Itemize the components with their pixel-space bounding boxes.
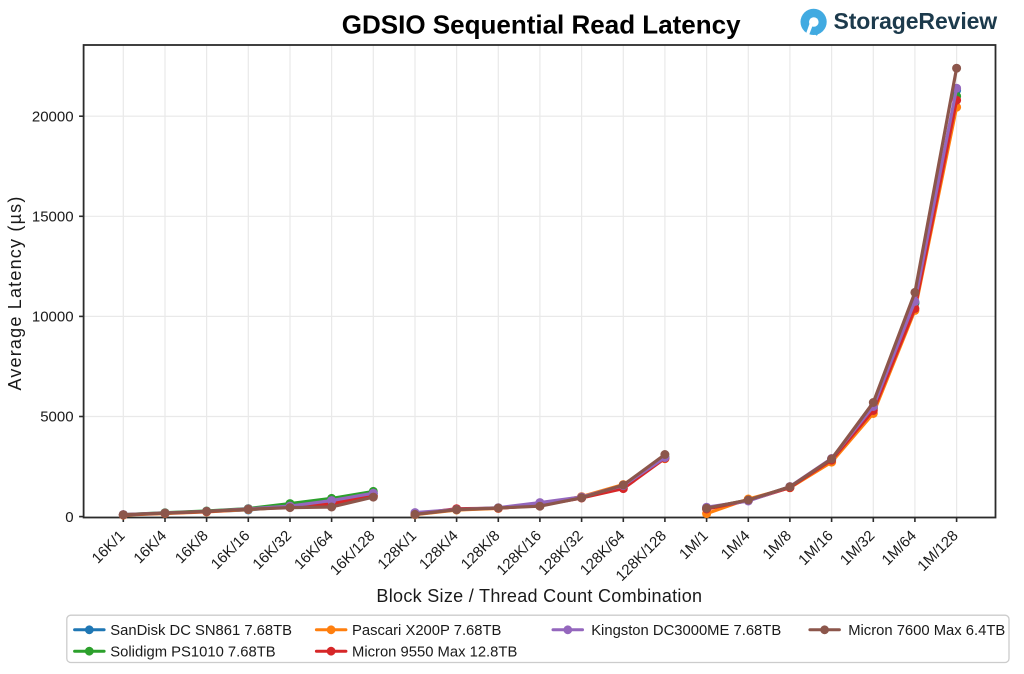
svg-text:Micron 7600 Max 6.4TB: Micron 7600 Max 6.4TB [848,623,1005,639]
svg-text:Pascari X200P 7.68TB: Pascari X200P 7.68TB [352,623,502,639]
svg-text:StorageReview: StorageReview [834,8,998,34]
svg-text:15000: 15000 [32,209,74,226]
svg-text:Micron 9550 Max 12.8TB: Micron 9550 Max 12.8TB [352,644,517,660]
svg-text:Solidigm PS1010 7.68TB: Solidigm PS1010 7.68TB [110,644,275,660]
svg-text:GDSIO Sequential Read Latency: GDSIO Sequential Read Latency [342,10,741,40]
svg-text:Block Size / Thread Count Comb: Block Size / Thread Count Combination [376,586,702,606]
svg-text:10000: 10000 [32,309,74,326]
svg-text:Average Latency (µs): Average Latency (µs) [5,195,25,390]
svg-text:5000: 5000 [40,409,73,426]
svg-text:0: 0 [65,509,73,526]
svg-text:20000: 20000 [32,108,74,125]
svg-text:SanDisk DC SN861 7.68TB: SanDisk DC SN861 7.68TB [110,623,292,639]
svg-text:Kingston DC3000ME 7.68TB: Kingston DC3000ME 7.68TB [591,623,781,639]
